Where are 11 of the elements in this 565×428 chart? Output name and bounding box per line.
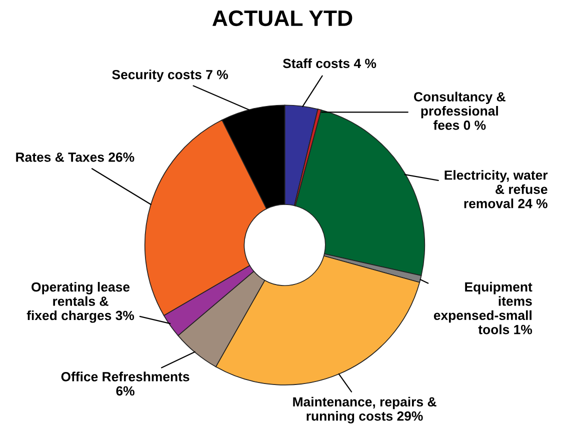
slice-label: Staff costs 4 % xyxy=(282,58,376,68)
slice-label: Electricity, water & refuse removal 24 % xyxy=(444,170,548,208)
slice-label: Consultancy & professional fees 0 % xyxy=(414,92,506,130)
data-label: 6% xyxy=(116,386,134,396)
slice-label: Maintenance, repairs & running costs 29% xyxy=(293,396,436,424)
slice-label: Rates & Taxes 26% xyxy=(16,152,134,162)
slice-label: Security costs 7 % xyxy=(112,70,228,82)
slice-label: Operating lease rentals & fixed charges 3% xyxy=(26,282,134,323)
slice-label: Equipment items expensed-small tools 1% xyxy=(434,282,532,334)
chart-title: ACTUAL YTD xyxy=(212,10,352,26)
slice-label: Office Refreshments xyxy=(61,372,190,382)
